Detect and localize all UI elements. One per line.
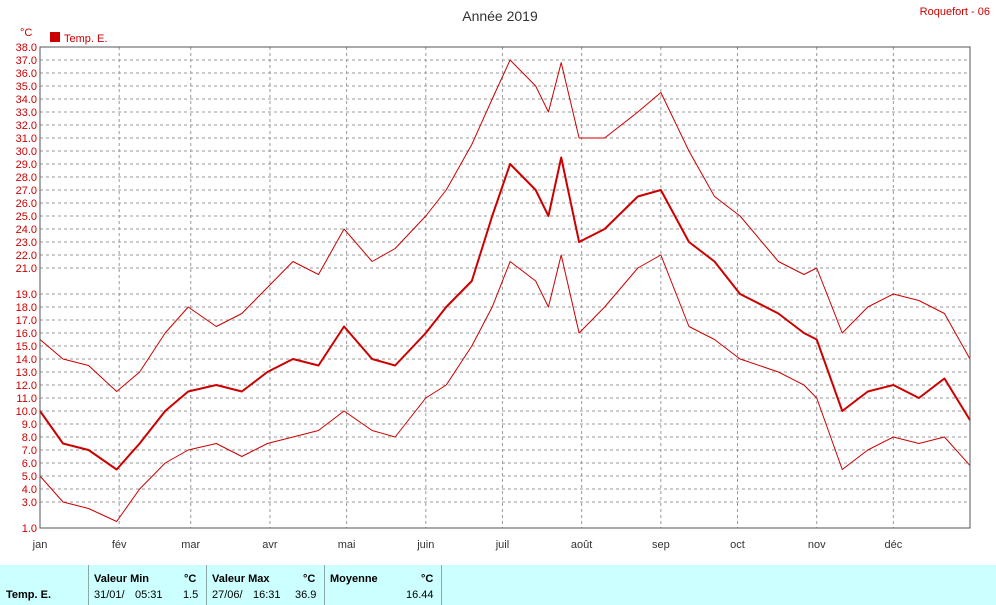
y-tick-label: 24.0 [16,224,37,236]
y-tick-label: 4.0 [22,484,37,496]
y-tick-label: 26.0 [16,198,37,210]
y-tick-label: 28.0 [16,172,37,184]
y-tick-label: 19.0 [16,289,37,301]
y-tick-label: 16.0 [16,328,37,340]
y-tick-label: 25.0 [16,211,37,223]
y-tick-label: 21.0 [16,263,37,275]
y-tick-label: 13.0 [16,367,37,379]
summary-divider [441,565,442,605]
max-unit: °C [303,573,316,585]
series-lines [39,59,971,522]
series-mean-line [39,156,971,471]
min-value: 1.5 [183,589,199,601]
summary-divider [206,565,207,605]
x-tick-label: jan [32,539,48,551]
series-min-line [39,254,971,522]
max-time: 16:31 [253,589,281,601]
summary-series-label: Temp. E. [6,589,52,601]
min-unit: °C [184,573,197,585]
grid [40,46,970,529]
y-tick-label: 8.0 [22,432,37,444]
x-tick-label: mar [181,539,200,551]
y-tick-label: 9.0 [22,419,37,431]
min-label: Valeur Min [94,573,150,585]
max-date: 27/06/ [212,589,243,601]
y-tick-label: 17.0 [16,315,37,327]
summary-divider [324,565,325,605]
summary-panel: Temp. E. Valeur Min °C 31/01/ 05:31 1.5 … [0,565,996,605]
y-tick-label: 18.0 [16,302,37,314]
legend-swatch [50,32,60,42]
x-tick-label: fév [112,539,127,551]
y-unit-label: °C [20,27,32,39]
y-tick-label: 10.0 [16,406,37,418]
legend-label: Temp. E. [64,33,107,45]
station-label: Roquefort - 06 [920,6,990,18]
y-tick-label: 38.0 [16,42,37,54]
series-max-line [39,59,971,392]
x-tick-label: avr [262,539,278,551]
x-tick-label: août [571,539,592,551]
y-tick-label: 31.0 [16,133,37,145]
max-label: Valeur Max [212,573,270,585]
max-value: 36.9 [295,589,317,601]
x-axis-ticks: jan fév mar avr mai juin juil août sep oct nov déc [32,539,903,551]
y-tick-label: 5.0 [22,471,37,483]
mean-value: 16.44 [406,589,434,601]
temperature-chart: Année 2019 Roquefort - 06 °C Temp. E. 1.… [16,6,990,551]
y-tick-label: 32.0 [16,120,37,132]
x-tick-label: nov [808,539,826,551]
min-time: 05:31 [135,589,163,601]
x-tick-label: déc [884,539,902,551]
y-tick-label: 27.0 [16,185,37,197]
x-tick-label: oct [730,539,745,551]
plot-frame [39,46,971,529]
y-tick-label: 34.0 [16,94,37,106]
x-tick-label: sep [652,539,670,551]
chart-title: Année 2019 [462,8,538,24]
x-tick-label: juil [495,539,509,551]
x-tick-label: juin [416,539,434,551]
y-tick-label: 30.0 [16,146,37,158]
y-tick-label: 1.0 [22,523,37,535]
y-tick-label: 37.0 [16,55,37,67]
mean-label: Moyenne [330,573,378,585]
y-tick-label: 22.0 [16,250,37,262]
y-tick-label: 36.0 [16,68,37,80]
min-date: 31/01/ [94,589,125,601]
summary-divider [88,565,89,605]
y-tick-label: 12.0 [16,380,37,392]
y-tick-label: 3.0 [22,497,37,509]
y-tick-label: 29.0 [16,159,37,171]
mean-unit: °C [421,573,434,585]
y-tick-label: 23.0 [16,237,37,249]
x-tick-label: mai [338,539,356,551]
y-tick-label: 35.0 [16,81,37,93]
y-tick-label: 11.0 [16,393,37,405]
y-tick-label: 33.0 [16,107,37,119]
y-tick-label: 6.0 [22,458,37,470]
y-axis-ticks: 1.0 3.04.05.06.07.08.09.010.011.012.013.0… [16,42,37,535]
y-tick-label: 14.0 [16,354,37,366]
y-tick-label: 7.0 [22,445,37,457]
y-tick-label: 15.0 [16,341,37,353]
